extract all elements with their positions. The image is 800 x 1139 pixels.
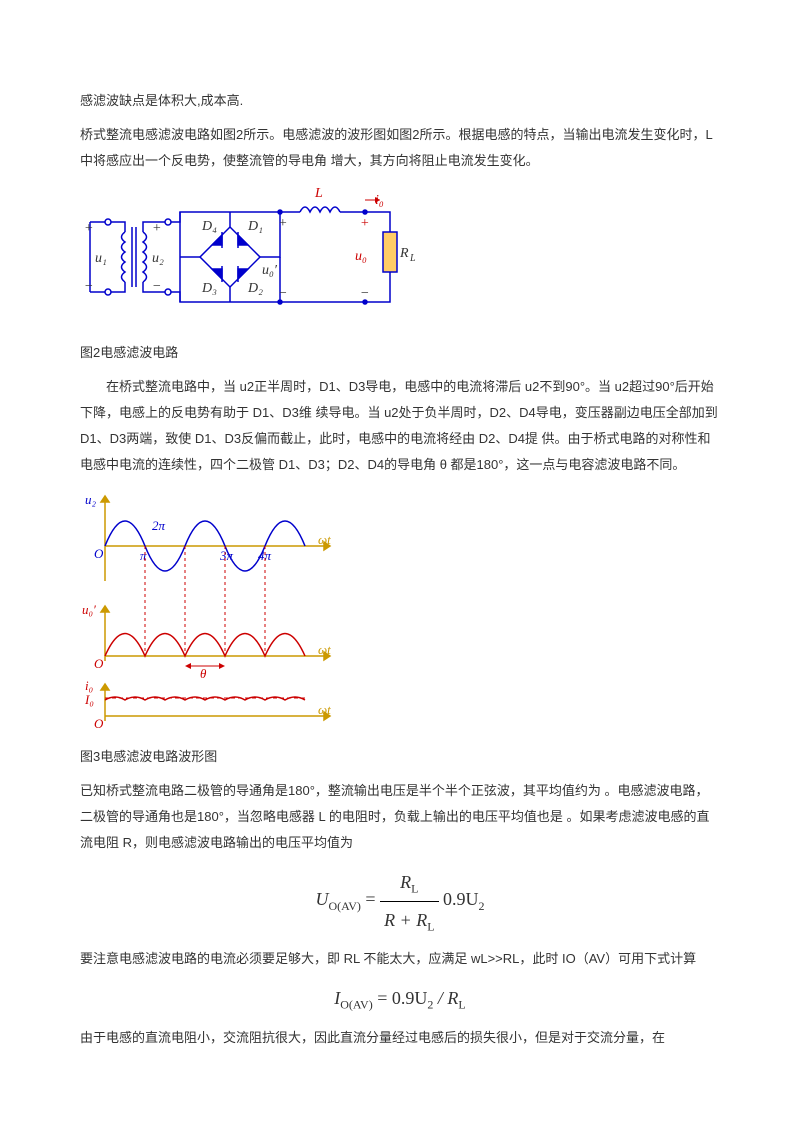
paragraph-2: 桥式整流电感滤波电路如图2所示。电感滤波的波形图如图2所示。根据电感的特点，当输… (80, 122, 720, 174)
svg-text:u₁: u₁ (95, 251, 107, 266)
svg-text:L: L (314, 186, 323, 201)
svg-text:−: − (360, 286, 369, 301)
svg-text:D₁: D₁ (247, 219, 263, 234)
svg-text:u₀: u₀ (355, 249, 367, 264)
svg-text:ωt: ωt (318, 702, 331, 717)
paragraph-3: 在桥式整流电路中，当 u2正半周时，D1、D3导电，电感中的电流将滞后 u2不到… (80, 374, 720, 478)
svg-text:−: − (84, 279, 93, 294)
paragraph-4: 已知桥式整流电路二极管的导通角是180°，整流输出电压是半个半个正弦波，其平均值… (80, 778, 720, 856)
svg-text:D₄: D₄ (201, 219, 217, 234)
svg-text:+: + (278, 216, 287, 231)
svg-text:−: − (278, 286, 287, 301)
svg-text:i₀: i₀ (85, 678, 93, 693)
svg-text:u₂: u₂ (152, 251, 164, 266)
svg-text:ωt: ωt (318, 642, 331, 657)
svg-text:u₂: u₂ (85, 492, 97, 507)
svg-text:+: + (360, 216, 369, 231)
formula-1: UO(AV) = RL R + RL 0.9U2 (80, 864, 720, 938)
svg-text:R: R (399, 246, 409, 261)
svg-text:+: + (152, 221, 161, 236)
caption-fig3: 图3电感滤波电路波形图 (80, 744, 720, 770)
svg-text:O: O (94, 656, 104, 671)
svg-text:I₀: I₀ (84, 692, 94, 707)
svg-text:2π: 2π (152, 518, 166, 533)
svg-text:L: L (409, 253, 416, 264)
paragraph-6: 由于电感的直流电阻小，交流阻抗很大，因此直流分量经过电感后的损失很小，但是对于交… (80, 1025, 720, 1051)
paragraph-5: 要注意电感滤波电路的电流必须要足够大，即 RL 不能太大，应满足 wL>>RL，… (80, 946, 720, 972)
svg-text:D₃: D₃ (201, 281, 217, 296)
svg-text:ωt: ωt (318, 532, 331, 547)
svg-text:D₂: D₂ (247, 281, 263, 296)
svg-text:−: − (152, 279, 161, 294)
waveform-diagram: u₂O π2π3π4π ωt u₀′O ωt θ i₀I₀O ωt (80, 486, 350, 736)
svg-text:O: O (94, 716, 104, 731)
svg-text:3π: 3π (219, 548, 234, 563)
circuit-diagram: +− u₁ +− u₂ D₄D₁ D₃D₂ u₀′ +− L +− u₀ i₀ … (80, 182, 420, 332)
svg-text:u₀′: u₀′ (82, 602, 96, 617)
caption-fig2: 图2电感滤波电路 (80, 340, 720, 366)
svg-text:+: + (84, 221, 93, 236)
svg-text:u₀′: u₀′ (262, 263, 278, 278)
svg-text:O: O (94, 546, 104, 561)
paragraph-1: 感滤波缺点是体积大,成本高. (80, 88, 720, 114)
svg-text:θ: θ (200, 666, 207, 681)
svg-text:π: π (140, 548, 147, 563)
formula-2: IO(AV) = 0.9U2 / RL (80, 980, 720, 1017)
